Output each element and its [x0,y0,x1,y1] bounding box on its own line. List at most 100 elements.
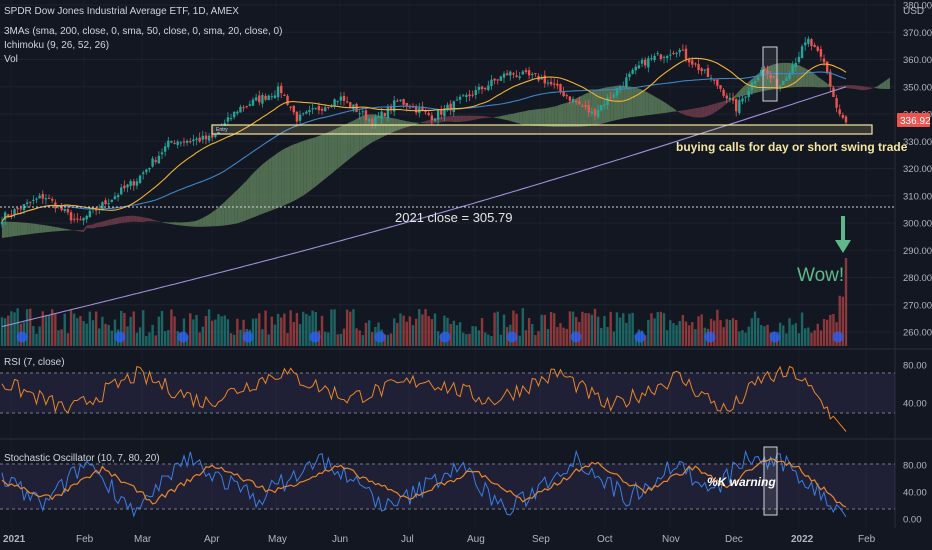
candle-body [496,79,499,81]
volume-bar [713,320,716,346]
candle-body [477,86,481,90]
candle-body [694,63,697,65]
cloud-segment [485,116,489,119]
cloud-segment [849,85,853,89]
cloud-segment [378,115,382,140]
candle-body [769,75,772,79]
cloud-segment [535,109,539,127]
cloud-segment [585,92,589,127]
cloud-segment [284,147,288,206]
cloud-segment [444,116,448,122]
cloud-segment [626,86,630,119]
volume-bar [185,335,189,346]
volume-bar [110,330,114,346]
volume-bar [154,335,157,346]
candle-body [138,175,142,183]
cloud-segment [237,186,241,224]
volume-bar [675,325,678,346]
time-tick-label: Feb [858,534,876,545]
candle-body [565,95,568,97]
support-zone-box[interactable] [211,124,873,135]
volume-bar [333,309,336,346]
candle-body [490,79,493,86]
rsi-line [1,365,847,432]
candle-body [280,85,283,94]
volume-bar [0,317,4,346]
candle-body [35,198,38,200]
candle-body [182,141,186,143]
cloud-segment [670,106,674,113]
volume-bar [816,323,819,346]
volume-bar [399,313,402,346]
candle-body [358,113,361,115]
volume-bar [270,316,274,346]
candle-body [113,196,117,200]
time-tick-label: Feb [76,534,94,545]
cloud-segment [569,100,574,127]
candle-body [44,198,48,200]
candle-body [248,104,252,106]
cloud-segment [817,76,821,88]
volume-bar [223,315,226,346]
candle-body [16,208,19,210]
last-price-badge[interactable] [897,113,930,127]
candle-body [631,69,634,74]
dividend-marker [832,331,844,343]
volume-bar [738,331,741,346]
volume-bar [593,308,597,346]
volume-bar [722,327,725,346]
volume-bar [311,310,314,346]
time-tick-label: Dec [725,534,743,545]
candle-body [25,202,29,205]
volume-bar [788,318,791,346]
candle-body [753,81,757,85]
volume-bar [258,313,261,346]
volume-bar [101,316,104,346]
volume-bar [553,313,556,346]
cloud-segment [77,229,81,232]
price-tick-label: 280.00 [903,273,932,284]
candle-body [245,106,248,108]
candle-body [562,91,565,97]
volume-bar [151,324,154,346]
candle-body [716,79,719,86]
cloud-segment [162,221,166,223]
cloud-segment [563,102,567,127]
volume-bar [618,317,622,346]
cloud-segment [491,116,495,118]
volume-bar [25,309,29,346]
cloud-segment [475,115,479,120]
cloud-segment [839,85,843,88]
volume-bar [465,334,468,346]
cloud-segment [871,87,875,89]
candle-body [706,68,710,78]
cloud-segment [711,103,715,115]
cloud-segment [293,143,297,201]
candle-body [587,105,590,113]
volume-bar [427,316,430,346]
cloud-segment [447,116,451,122]
volume-bar [462,332,465,346]
time-tick-label: 2022 [791,534,814,545]
candle-body [126,184,129,188]
volume-bar [556,327,559,346]
cloud-segment [660,99,665,114]
highlight-box-stoch[interactable] [763,446,778,516]
volume-bar [320,315,324,346]
candle-body [609,97,612,99]
cloud-segment [500,115,505,120]
volume-bar [396,322,399,346]
candle-body [804,42,807,46]
cloud-segment [274,152,279,210]
cloud-segment [497,116,501,119]
highlight-box-price[interactable] [762,46,778,102]
cloud-segment [14,221,18,237]
candle-body [339,96,343,101]
rsi-tick-label: 40.00 [903,399,927,410]
volume-bar [694,329,697,346]
candle-body [433,118,437,121]
cloud-segment [143,217,147,223]
cloud-segment [155,220,159,222]
price-tick-label: 320.00 [903,164,932,175]
candle-body [286,95,289,105]
